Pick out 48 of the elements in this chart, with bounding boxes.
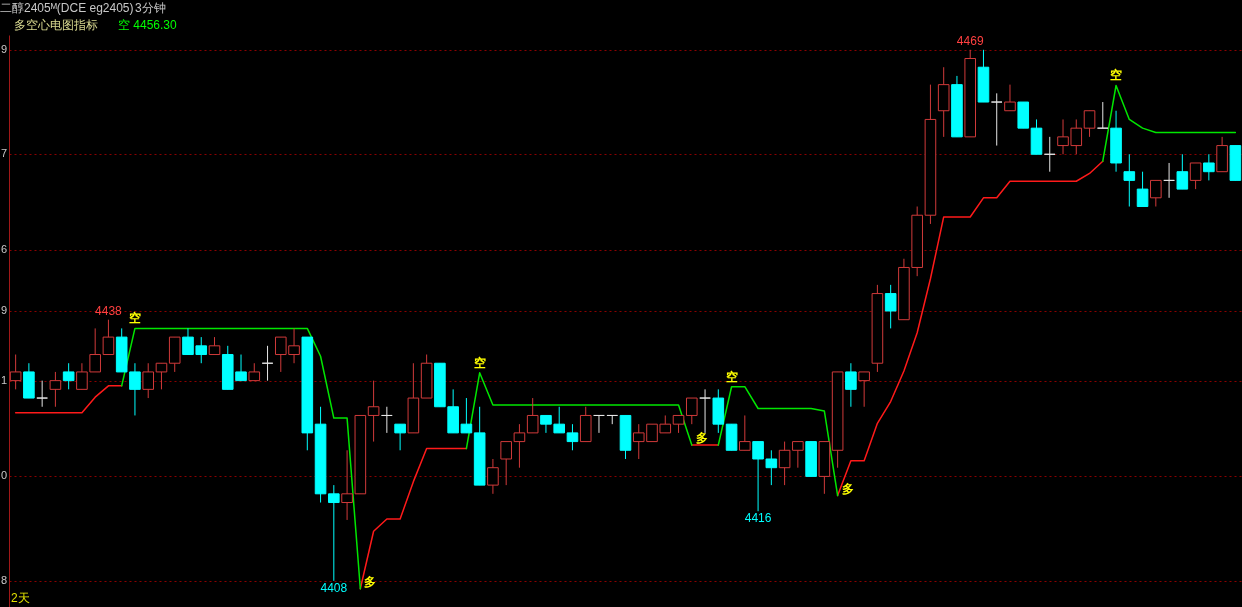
candlestick (1123, 153, 1136, 208)
candlestick (1203, 153, 1215, 181)
text: 8 (1, 573, 8, 586)
chart-title: 二醇2405ᴹ(DCE eg2405) (0, 1, 134, 15)
candlestick (858, 371, 870, 408)
text: 9 (1, 42, 8, 55)
candlestick (381, 406, 393, 434)
data-label: 空 (1110, 68, 1123, 83)
annotation: 4408 (320, 580, 348, 595)
text: 多空心电图指标 (14, 18, 98, 32)
data-label: 空 (725, 369, 738, 384)
candlestick (845, 362, 857, 408)
text: 1 (1, 373, 8, 386)
candlestick (1189, 162, 1202, 190)
candlestick (142, 362, 155, 399)
data-label: 空 (128, 311, 141, 326)
text: 7 (1, 147, 8, 160)
candlestick (1096, 101, 1109, 129)
candlestick (155, 362, 168, 390)
annotation: 2天 (11, 591, 30, 605)
data-label: 多 (364, 574, 377, 589)
text: 0 (1, 469, 8, 482)
data-label: 空 (473, 355, 486, 370)
candlestick (62, 362, 75, 390)
candlestick (990, 92, 1003, 147)
candlestick (1083, 110, 1096, 138)
text: 空 4456.30 (118, 18, 178, 32)
candlestick (1163, 162, 1175, 199)
candlestick (1176, 153, 1189, 190)
candlestick (487, 458, 499, 495)
candlestick (1043, 136, 1056, 173)
annotation: 4438 (95, 303, 123, 318)
text: 6 (1, 243, 8, 256)
data-label: 多 (695, 431, 708, 446)
candlestick (884, 284, 897, 329)
annotation: 4416 (744, 511, 772, 526)
data-label: 多 (841, 481, 854, 496)
text: 9 (1, 303, 8, 316)
annotation: 4469 (956, 33, 984, 48)
candlestick (1150, 179, 1162, 208)
candlestick (367, 380, 380, 443)
candlestick (1004, 84, 1016, 112)
text: 3分钟 (135, 1, 166, 15)
candlestick (9, 354, 22, 390)
candlestick (261, 345, 274, 382)
candlestick (699, 388, 711, 434)
candlestick (394, 423, 406, 451)
candlestick (1136, 171, 1149, 208)
